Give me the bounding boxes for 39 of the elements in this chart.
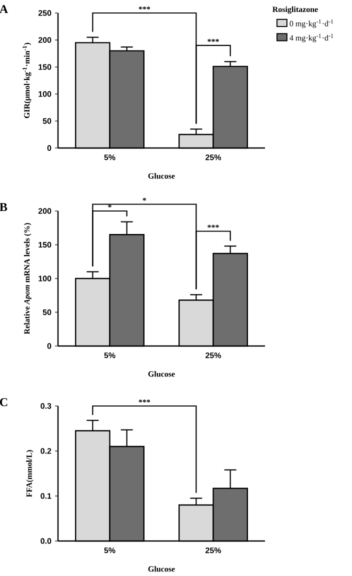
y-tick-label: 0.2	[40, 448, 52, 454]
x-tick-label: 25%	[206, 548, 222, 554]
chart-title: B	[0, 203, 8, 212]
y-tick-label: 200	[38, 208, 52, 214]
x-axis-title: Glucose	[148, 173, 175, 179]
y-tick-label: 50	[42, 118, 52, 124]
text: *	[108, 204, 112, 208]
chart-title: C	[0, 398, 8, 406]
chart-title: A	[0, 5, 8, 14]
x-tick-label: 5%	[104, 548, 116, 554]
x-tick-label: 5%	[104, 352, 116, 358]
y-tick-label: 100	[38, 276, 52, 282]
y-tick-label: 0.0	[40, 538, 52, 544]
x-axis-title: Glucose	[148, 566, 175, 572]
y-tick-label: 150	[38, 64, 52, 70]
y-tick-label: 200	[38, 37, 52, 43]
y-tick-label: 250	[38, 10, 52, 16]
annotation: ***	[208, 224, 219, 228]
y-tick-label: 100	[38, 91, 52, 97]
y-tick-label: 50	[42, 309, 52, 316]
y-tick-label: 150	[38, 242, 52, 248]
legend-label: 4 mg·kg$^{-1}$·d$^{-1}$	[290, 34, 334, 42]
x-tick-label: 25%	[206, 154, 222, 160]
text: *	[142, 198, 146, 201]
y-tick-label: 0.3	[40, 403, 52, 409]
y-tick-label: 0	[47, 145, 52, 151]
y-tick-label: 0	[47, 343, 52, 349]
legend-label: 0 mg·kg$^{-1}$·d$^{-1}$	[290, 19, 334, 28]
annotation: ***	[208, 38, 219, 42]
y-axis-title: FFA(mmol/L)	[26, 450, 34, 498]
text: ***	[138, 6, 150, 10]
text: ***	[138, 400, 150, 403]
x-tick-label: 5%	[104, 154, 116, 160]
x-tick-label: 25%	[206, 352, 222, 358]
legend-title: Rosiglitazone	[272, 6, 318, 14]
y-axis-title: GIR(μmol·kg$^{-1}$·min$^{-1}$)	[22, 42, 32, 118]
y-axis-title: Relative Apom mRNA levels (%)	[24, 223, 32, 334]
x-axis-title: Glucose	[148, 371, 175, 377]
y-tick-label: 0.1	[40, 493, 52, 499]
